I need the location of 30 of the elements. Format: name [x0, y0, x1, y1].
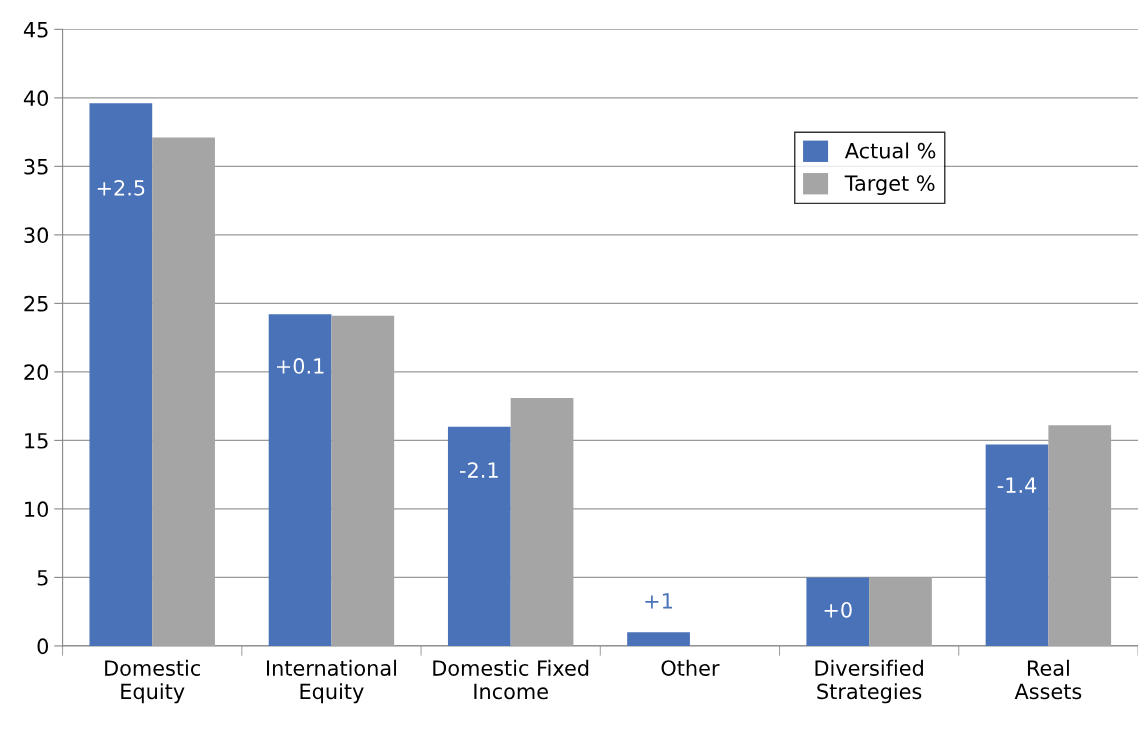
- y-tick-label: 45: [23, 22, 48, 38]
- legend-label: Actual %: [844, 142, 936, 159]
- annotation: -2.1: [460, 462, 498, 478]
- bar: [627, 632, 690, 646]
- x-tick-label: Other: [661, 659, 720, 676]
- x-tick-label: Diversified Strategies: [815, 659, 923, 704]
- annotation: +0: [824, 601, 852, 618]
- y-tick-label: 5: [37, 570, 48, 586]
- y-tick-label: 0: [37, 638, 49, 655]
- y-tick-label: 10: [25, 501, 49, 518]
- bar: [447, 426, 511, 646]
- x-tick-label: Real Assets: [1014, 659, 1082, 700]
- bar: [985, 444, 1049, 646]
- y-tick-label: 40: [23, 90, 49, 107]
- x-tick-label: Domestic Equity: [105, 659, 200, 704]
- annotation: +0.1: [276, 358, 324, 374]
- annotation: +1: [645, 593, 672, 609]
- x-tick-label: Domestic Fixed Income: [433, 659, 589, 700]
- annotation: -1.4: [997, 477, 1037, 493]
- y-tick-label: 30: [24, 227, 49, 244]
- legend-label: Target %: [844, 175, 935, 196]
- annotation: +2.5: [97, 179, 145, 196]
- x-tick-label: International Equity: [267, 659, 396, 704]
- bar: [806, 577, 870, 646]
- y-tick-label: 25: [24, 295, 48, 312]
- y-tick-label: 20: [24, 364, 49, 381]
- y-tick-label: 15: [25, 433, 48, 449]
- bar: [268, 314, 332, 646]
- y-tick-label: 35: [24, 158, 48, 175]
- bar: [89, 103, 153, 646]
